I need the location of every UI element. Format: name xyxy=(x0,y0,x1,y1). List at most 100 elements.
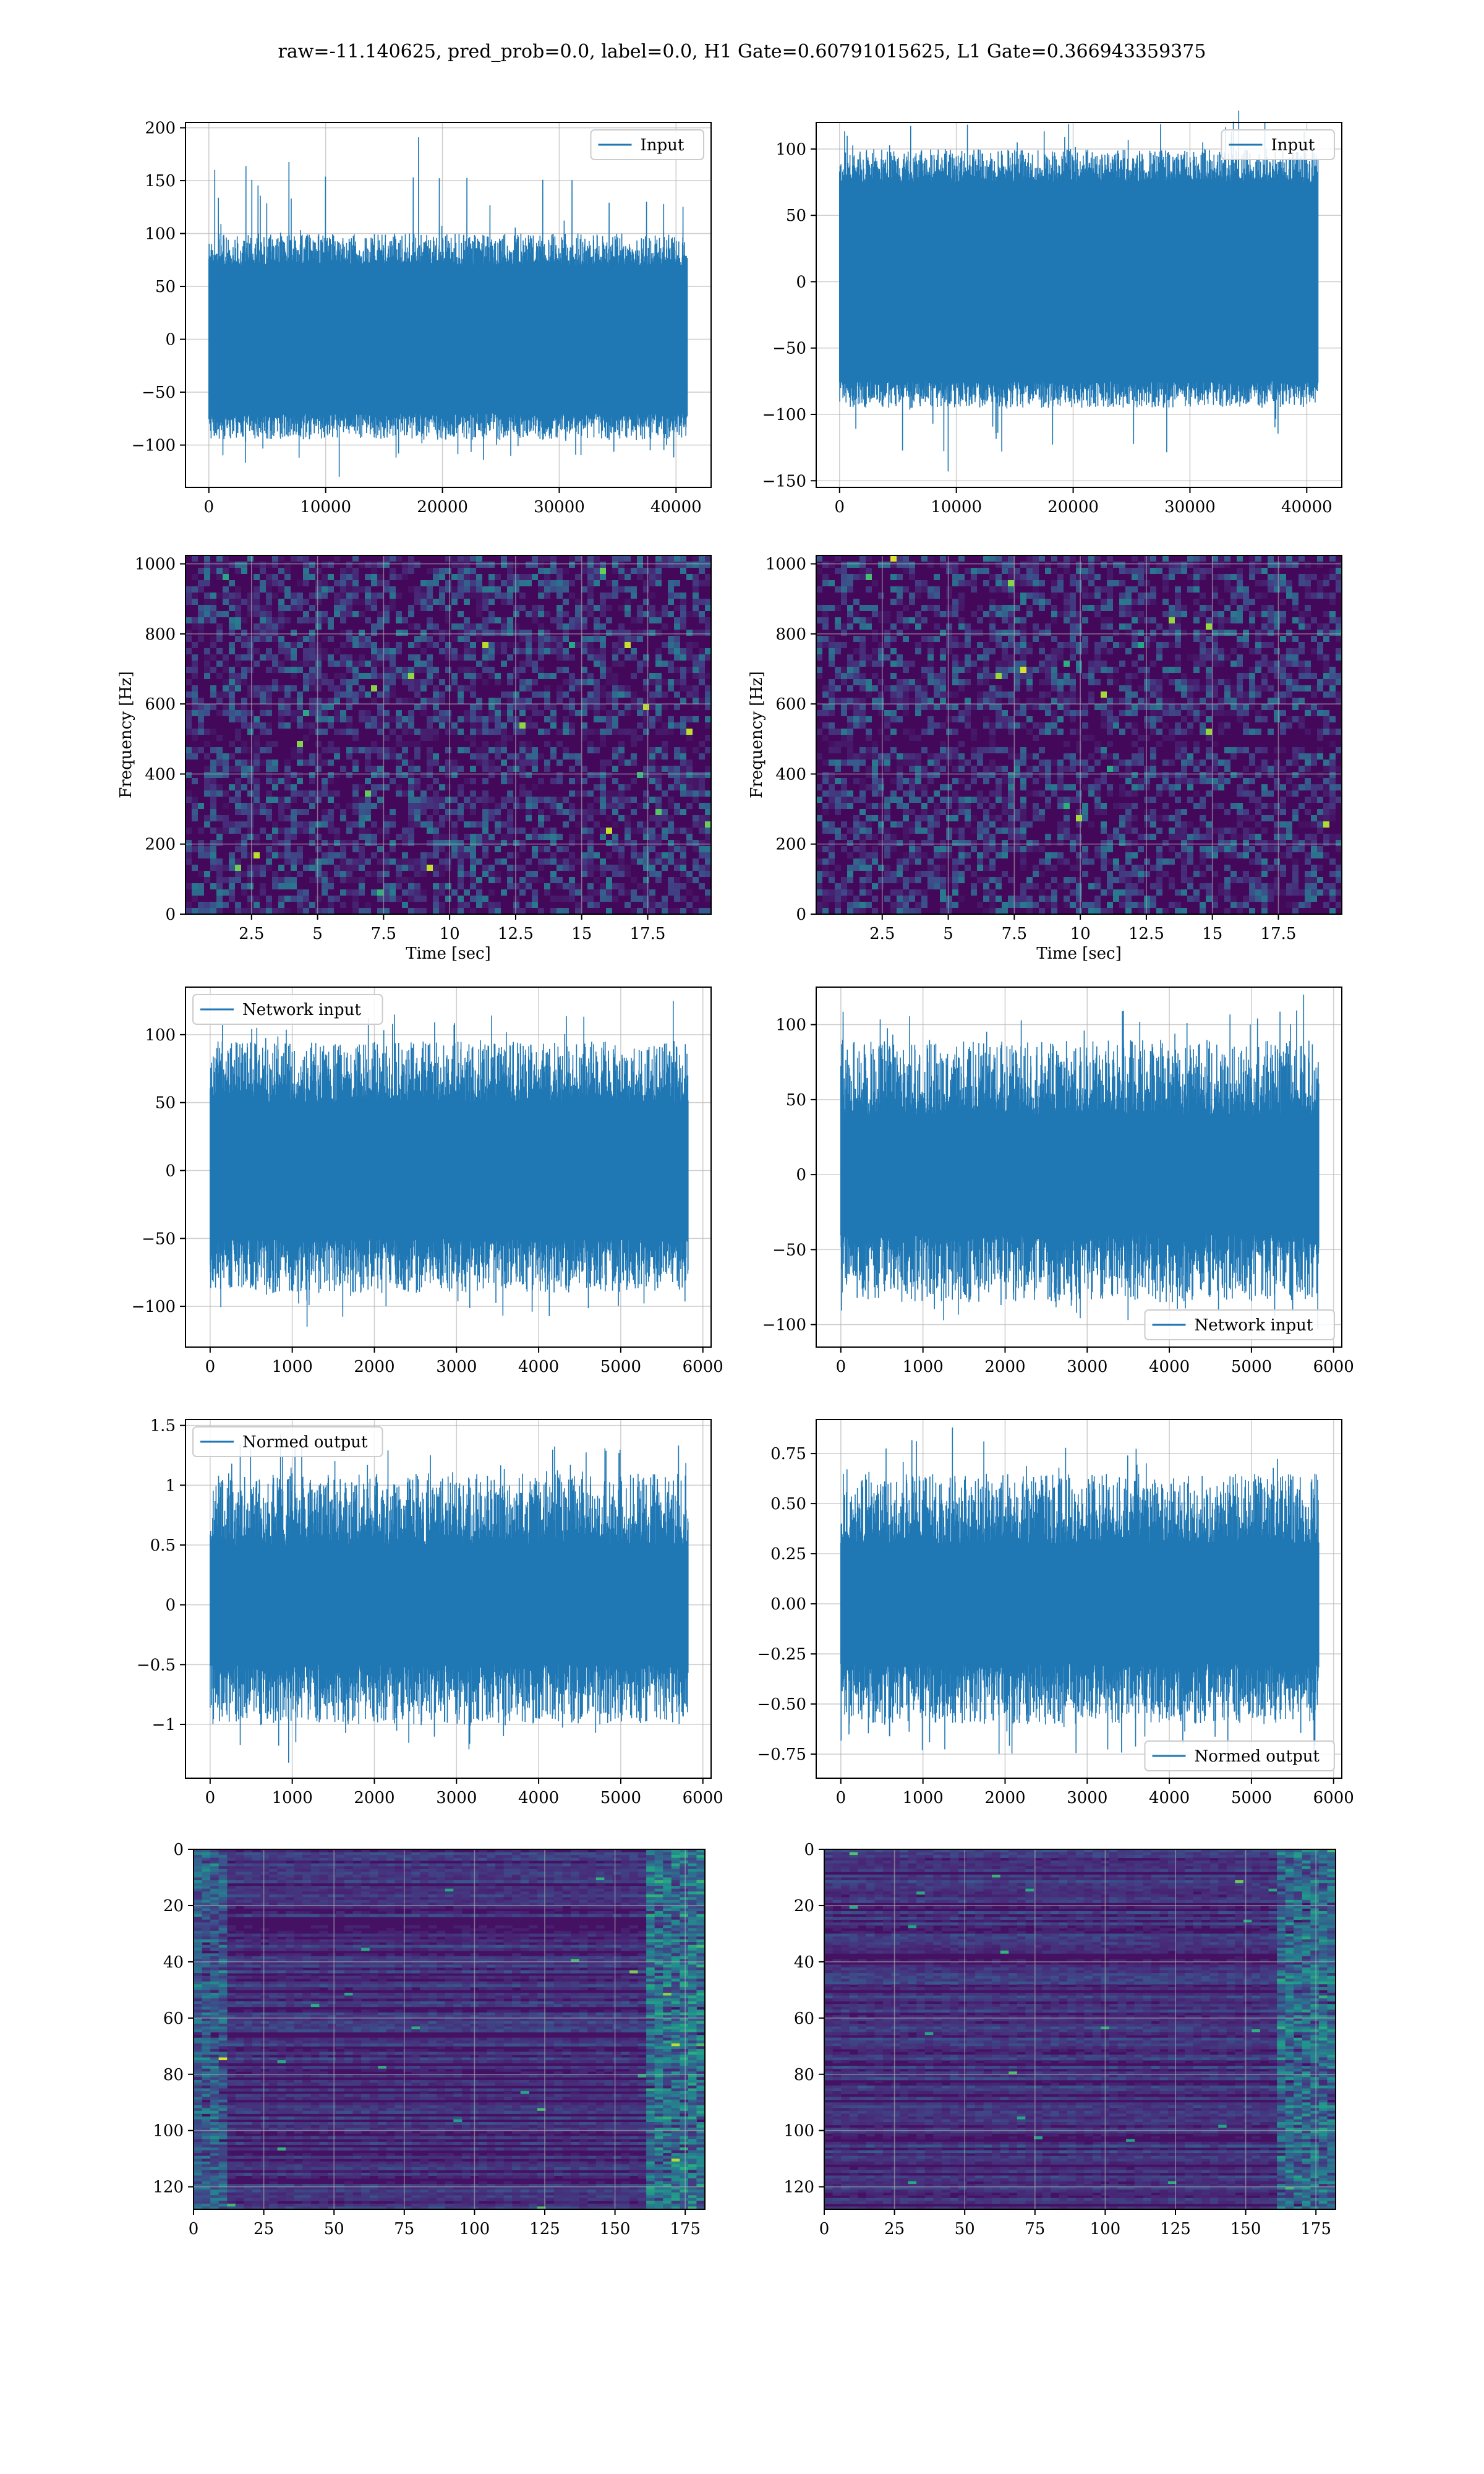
input-h1-ytick-label-3: 50 xyxy=(155,278,176,296)
net-h1-ytick-label-0: −100 xyxy=(132,1298,176,1316)
net-h1-legend-label: Network input xyxy=(242,1001,361,1019)
input-l1-ytick-label-5: 100 xyxy=(775,140,806,159)
net-h1-xtick-label-5: 5000 xyxy=(600,1358,641,1376)
spec-l1-xtick-label-5: 15 xyxy=(1202,925,1222,943)
net-l1-ytick-label-0: −100 xyxy=(762,1316,806,1335)
norm-h1-ytick-label-1: −0.5 xyxy=(137,1656,176,1674)
net-l1-legend: Network input xyxy=(1145,1310,1335,1340)
net-l1-xtick-label-1: 1000 xyxy=(903,1358,944,1376)
net-l1-xtick-label-5: 5000 xyxy=(1231,1358,1272,1376)
feat-l1-ytick-label-1: 20 xyxy=(794,1897,814,1915)
spec-h1-xtick-label-4: 12.5 xyxy=(498,925,534,943)
norm-h1-axes: 0 1000 2000 3000 4000 5000 6000−1−0.500.511.5N… xyxy=(137,1417,723,1807)
input-l1-xtick-label-0: 0 xyxy=(835,498,845,516)
norm-l1-ytick-label-5: 0.50 xyxy=(770,1495,806,1513)
net-h1-ytick-label-3: 50 xyxy=(155,1094,176,1113)
norm-l1-xtick-label-1: 1000 xyxy=(903,1789,944,1807)
norm-h1-legend-label: Normed output xyxy=(242,1433,368,1452)
input-h1-xtick-label-2: 20000 xyxy=(417,498,468,516)
input-l1-xtick-label-1: 10000 xyxy=(931,498,982,516)
spec-h1-xtick-label-0: 2.5 xyxy=(239,925,264,943)
feat-h1-xtick-label-3: 75 xyxy=(394,2220,414,2238)
input-l1-ytick-label-2: −50 xyxy=(772,340,806,358)
spec-h1-xtick-label-6: 17.5 xyxy=(630,925,666,943)
feat-h1-xtick-label-2: 50 xyxy=(324,2220,344,2238)
feat-l1-ytick-label-6: 120 xyxy=(783,2178,814,2197)
feat-l1-ytick-label-5: 100 xyxy=(783,2122,814,2141)
spec-h1-axes: 2.5 5 7.5 10 12.5 15 17.502004006008001000Time… xyxy=(117,555,711,963)
net-l1-axes: 0 1000 2000 3000 4000 5000 6000−100−50050100Ne… xyxy=(762,987,1354,1376)
net-h1-xtick-label-0: 0 xyxy=(205,1358,216,1376)
spec-l1-xtick-label-3: 10 xyxy=(1070,925,1091,943)
norm-l1-ytick-label-3: 0.00 xyxy=(770,1595,806,1614)
input-l1-legend: Input xyxy=(1222,130,1335,160)
spec-h1-xlabel: Time [sec] xyxy=(406,944,491,963)
feat-h1-ytick-label-0: 0 xyxy=(173,1841,184,1859)
feat-l1-xtick-label-6: 150 xyxy=(1230,2220,1261,2238)
spec-l1-xlabel: Time [sec] xyxy=(1036,944,1122,963)
spec-h1-ytick-label-0: 0 xyxy=(165,905,176,924)
net-h1-xtick-label-3: 3000 xyxy=(436,1358,477,1376)
norm-h1-xtick-label-4: 4000 xyxy=(518,1789,559,1807)
input-l1-ytick-label-0: −150 xyxy=(762,472,806,490)
net-l1-xtick-label-6: 6000 xyxy=(1313,1358,1354,1376)
norm-l1-xtick-label-6: 6000 xyxy=(1313,1789,1354,1807)
net-l1-ytick-label-3: 50 xyxy=(786,1091,806,1110)
input-h1-legend: Input xyxy=(591,130,704,160)
norm-h1-ytick-label-0: −1 xyxy=(152,1716,176,1734)
norm-l1-xtick-label-0: 0 xyxy=(836,1789,846,1807)
norm-l1-ytick-label-0: −0.75 xyxy=(757,1745,806,1764)
norm-h1-xtick-label-6: 6000 xyxy=(683,1789,723,1807)
feat-h1-ytick-label-2: 40 xyxy=(163,1953,184,1972)
input-h1-xtick-label-3: 30000 xyxy=(534,498,585,516)
spec-h1-ylabel: Frequency [Hz] xyxy=(117,671,135,798)
input-l1-xtick-label-3: 30000 xyxy=(1164,498,1216,516)
feat-h1-xtick-label-1: 25 xyxy=(254,2220,274,2238)
spec-h1-ytick-label-4: 800 xyxy=(145,625,176,644)
feat-l1-ytick-label-0: 0 xyxy=(804,1841,814,1859)
feat-l1-ytick-label-2: 40 xyxy=(794,1953,814,1972)
input-h1-xtick-label-0: 0 xyxy=(204,498,215,516)
spec-l1-xtick-label-2: 7.5 xyxy=(1002,925,1027,943)
net-h1-xtick-label-4: 4000 xyxy=(518,1358,559,1376)
spec-l1-axes: 2.5 5 7.5 10 12.5 15 17.502004006008001000Time… xyxy=(748,555,1342,963)
norm-l1-legend-label: Normed output xyxy=(1195,1747,1320,1766)
feat-l1-ytick-label-3: 60 xyxy=(794,2010,814,2028)
net-l1-legend-label: Network input xyxy=(1195,1316,1313,1335)
feat-h1-ytick-label-5: 100 xyxy=(153,2122,184,2141)
feat-h1-image xyxy=(194,1849,706,2210)
spec-l1-ytick-label-1: 200 xyxy=(775,836,806,854)
feat-l1-ytick-label-4: 80 xyxy=(794,2066,814,2084)
spec-l1-ytick-label-5: 1000 xyxy=(765,555,806,574)
spec-l1-ytick-label-3: 600 xyxy=(775,695,806,714)
feat-l1-xtick-label-0: 0 xyxy=(819,2220,830,2238)
input-h1-ytick-label-0: −100 xyxy=(132,437,176,455)
spec-l1-xtick-label-6: 17.5 xyxy=(1261,925,1297,943)
net-l1-xtick-label-4: 4000 xyxy=(1149,1358,1190,1376)
net-h1-xtick-label-2: 2000 xyxy=(354,1358,394,1376)
net-h1-ytick-label-2: 0 xyxy=(165,1162,176,1180)
feat-l1-xtick-label-3: 75 xyxy=(1025,2220,1045,2238)
feat-l1-xtick-label-5: 125 xyxy=(1160,2220,1191,2238)
norm-h1-xtick-label-5: 5000 xyxy=(600,1789,641,1807)
input-h1-xtick-label-1: 10000 xyxy=(300,498,351,516)
net-h1-xtick-label-6: 6000 xyxy=(683,1358,723,1376)
norm-l1-xtick-label-3: 3000 xyxy=(1067,1789,1107,1807)
input-l1-xtick-label-4: 40000 xyxy=(1281,498,1333,516)
net-l1-xtick-label-2: 2000 xyxy=(984,1358,1025,1376)
norm-h1-ytick-label-3: 0.5 xyxy=(150,1536,176,1555)
input-h1-axes: 0 10000 20000 30000 40000−100−50050100150200… xyxy=(132,119,711,516)
spec-l1-ytick-label-2: 400 xyxy=(775,765,806,784)
norm-h1-ytick-label-2: 0 xyxy=(165,1596,176,1615)
input-l1-ytick-label-4: 50 xyxy=(786,207,806,225)
norm-l1-ytick-label-1: −0.50 xyxy=(757,1695,806,1714)
feat-l1-xtick-label-7: 175 xyxy=(1300,2220,1331,2238)
input-h1-ytick-label-5: 150 xyxy=(145,172,176,190)
spec-l1-xtick-label-0: 2.5 xyxy=(869,925,895,943)
spec-h1-xtick-label-5: 15 xyxy=(571,925,592,943)
input-h1-ytick-label-2: 0 xyxy=(165,331,176,349)
norm-l1-xtick-label-5: 5000 xyxy=(1231,1789,1272,1807)
spec-l1-ylabel: Frequency [Hz] xyxy=(748,671,766,798)
